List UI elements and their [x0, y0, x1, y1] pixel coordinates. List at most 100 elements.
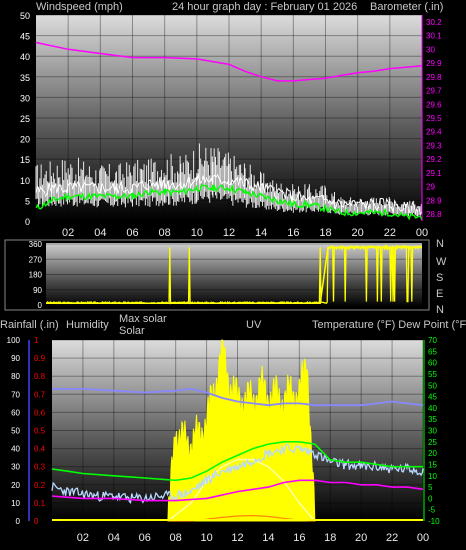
humidity-tick-label: 40 [11, 445, 20, 454]
barometer-tick-label: 30.2 [426, 18, 442, 27]
temperature-tick-label: 5 [428, 483, 433, 492]
bottom-x-tick-label: 16 [293, 532, 305, 544]
temperature-tick-label: 20 [428, 449, 437, 458]
wind-plot-series [35, 41, 423, 221]
humidity-tick-label: 30 [11, 463, 20, 472]
direction-tick-label: 180 [29, 271, 43, 280]
compass-label-w: W [436, 256, 447, 268]
barometer-tick-label: 29.5 [426, 114, 442, 123]
wind-x-tick-label: 20 [352, 227, 364, 239]
wind-x-tick-label: 14 [255, 227, 267, 239]
wind-x-tick-label: 06 [126, 227, 138, 239]
wind-tick-label: 20 [20, 135, 30, 145]
temperature-header: Temperature (°F) Dew Point (°F) [312, 319, 466, 331]
barometer-tick-label: 29.8 [426, 73, 442, 82]
humidity-tick-label: 100 [7, 336, 21, 345]
rain-tick-label: 0.5 [34, 427, 46, 436]
uv-header: UV [246, 319, 262, 331]
barometer-header: Barometer (.in) [370, 1, 443, 13]
barometer-tick-label: 29.9 [426, 59, 442, 68]
wind-tick-label: 40 [20, 52, 30, 62]
rain-tick-label: 0.6 [34, 408, 46, 417]
temperature-line [51, 441, 423, 482]
wind-x-tick-label: 16 [287, 227, 299, 239]
wind-x-tick-label: 10 [191, 227, 203, 239]
wind-x-tick-label: 22 [384, 227, 396, 239]
wind-tick-label: 15 [20, 155, 30, 165]
temperature-solar-chart: 010203040506070809010000.10.20.30.40.50.… [7, 336, 440, 544]
rain-tick-label: 0.1 [34, 499, 46, 508]
wind-x-tick-label: 08 [159, 227, 171, 239]
barometer-tick-label: 29.2 [426, 155, 442, 164]
wind-tick-label: 45 [20, 32, 30, 42]
humidity-tick-label: 90 [11, 354, 20, 363]
bottom-x-tick-label: 20 [355, 532, 367, 544]
direction-tick-label: 270 [29, 255, 43, 264]
direction-plot-background [46, 243, 422, 307]
barometer-tick-label: 30 [426, 45, 435, 54]
wind-average-line [35, 183, 423, 221]
wind-tick-label: 50 [20, 11, 30, 21]
humidity-tick-label: 80 [11, 372, 20, 381]
barometer-tick-label: 29 [426, 183, 435, 192]
barometer-tick-label: 29.4 [426, 128, 442, 137]
rain-tick-label: 0.2 [34, 481, 46, 490]
direction-frame [4, 239, 430, 311]
barometer-tick-label: 29.7 [426, 87, 442, 96]
temperature-raw-trace [51, 443, 424, 504]
temperature-tick-label: 25 [428, 438, 437, 447]
compass-label-e: E [436, 288, 443, 300]
humidity-tick-label: 10 [11, 499, 20, 508]
barometer-line [35, 41, 423, 82]
temperature-tick-label: -5 [428, 506, 436, 515]
direction-tick-label: 360 [29, 240, 43, 249]
graph-title: 24 hour graph day : February 01 2026 [172, 1, 357, 13]
temperature-tick-label: 15 [428, 460, 437, 469]
temperature-tick-label: 60 [428, 359, 437, 368]
rainfall-header: Rainfall (.in) [0, 319, 59, 331]
temperature-tick-label: 30 [428, 427, 437, 436]
rain-tick-label: 1 [34, 336, 39, 345]
compass-label-n-top: N [436, 238, 444, 250]
temperature-tick-label: 65 [428, 347, 437, 356]
rain-tick-label: 0.8 [34, 372, 46, 381]
wind-direction-chart: 0 90 180 270 360 N W S E N [4, 238, 447, 316]
humidity-header: Humidity [66, 319, 109, 331]
humidity-tick-label: 0 [16, 517, 21, 526]
wind-x-tick-label: 00 [416, 227, 428, 239]
bottom-x-tick-label: 14 [262, 532, 274, 544]
bottom-plot-series [51, 339, 424, 522]
direction-tick-label: 90 [33, 286, 42, 295]
bottom-x-tick-label: 18 [324, 532, 336, 544]
wind-tick-label: 30 [20, 93, 30, 103]
wind-x-tick-label: 18 [319, 227, 331, 239]
barometer-tick-label: 28.9 [426, 196, 442, 205]
wind-tick-label: 5 [25, 196, 30, 206]
bottom-x-tick-label: 04 [108, 532, 120, 544]
wind-x-tick-label: 12 [223, 227, 235, 239]
bottom-x-tick-label: 08 [170, 532, 182, 544]
rain-tick-label: 0.3 [34, 463, 46, 472]
temperature-tick-label: 50 [428, 381, 437, 390]
direction-main-line [46, 246, 422, 305]
solar-header: Solar [119, 325, 145, 337]
temperature-tick-label: -10 [428, 517, 440, 526]
direction-tick-label: 0 [38, 301, 43, 310]
temperature-tick-label: 10 [428, 472, 437, 481]
wind-tick-label: 35 [20, 73, 30, 83]
barometer-tick-label: 29.6 [426, 100, 442, 109]
dew-point-line [51, 479, 424, 502]
wind-tick-label: 25 [20, 114, 30, 124]
direction-plot-grid [46, 243, 422, 306]
wind-tick-label: 0 [25, 217, 30, 227]
temperature-tick-label: 45 [428, 393, 437, 402]
max-solar-line [167, 458, 316, 522]
temperature-tick-label: 70 [428, 336, 437, 345]
rain-tick-label: 0 [34, 517, 39, 526]
max-solar-header: Max solar [119, 313, 167, 325]
wind-tick-label: 10 [20, 176, 30, 186]
bottom-x-tick-label: 02 [77, 532, 89, 544]
temperature-tick-label: 55 [428, 370, 437, 379]
humidity-tick-label: 50 [11, 427, 20, 436]
